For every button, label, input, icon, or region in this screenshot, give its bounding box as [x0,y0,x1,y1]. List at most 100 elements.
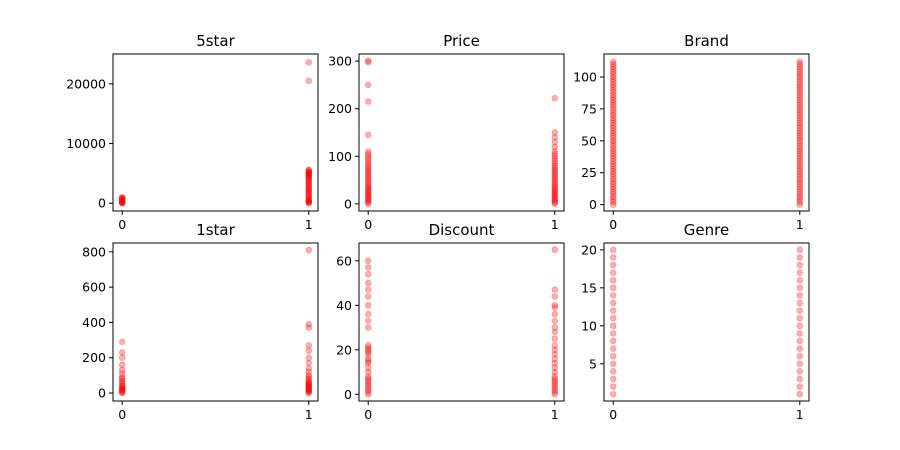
scatter-point [610,322,617,329]
x-tick-label: 1 [305,217,313,232]
subplot-title: Discount [429,221,495,239]
scatter-point [796,360,803,367]
scatter-point [365,157,372,165]
scatter-point [610,175,617,183]
scatter-point [610,160,617,167]
scatter-point [796,390,803,398]
scatter-point [610,170,617,178]
x-tick-label: 1 [796,407,804,422]
scatter-point [796,142,803,150]
scatter-point [796,163,803,170]
y-tick-label: 10000 [66,136,106,151]
subplot-title: Brand [684,32,729,50]
y-tick-label: 25 [581,165,597,180]
scatter-point [796,307,803,314]
scatter-point [119,366,126,374]
scatter-point [796,150,803,157]
scatter-point [610,201,617,208]
scatter-point [119,354,126,361]
scatter-point [119,382,126,390]
scatter-point [365,168,372,175]
scatter-point [365,193,372,200]
scatter-point [305,324,312,331]
scatter-point [551,197,558,205]
scatter-point [610,61,617,68]
scatter-point [610,132,617,139]
scatter-point [305,77,312,85]
scatter-point [305,354,312,361]
y-tick-label: 200 [328,101,352,116]
axes-frame [112,242,319,402]
scatter-point [305,188,312,195]
scatter-point [610,137,617,145]
scatter-point [610,58,617,65]
x-tick-label: 0 [118,217,126,232]
scatter-point [551,388,558,396]
scatter-point [551,375,558,382]
scatter-point [551,194,558,202]
scatter-point [796,160,803,167]
scatter-point [610,114,617,122]
scatter-point [551,355,558,362]
scatter-point [119,385,126,392]
scatter-point [365,388,372,396]
scatter-point [305,171,312,178]
scatter-point [119,195,126,202]
scatter-point [119,194,126,202]
scatter-point [305,191,312,198]
scatter-point [365,293,372,300]
scatter-point [551,190,558,198]
scatter-point [610,198,617,206]
y-tick-label: 20 [581,242,597,257]
scatter-point [551,324,558,331]
scatter-point [796,132,803,139]
scatter-point [796,261,803,269]
y-tick-label: 75 [581,101,597,116]
scatter-point [365,386,372,394]
scatter-point [610,78,617,86]
scatter-point [551,174,558,181]
scatter-point [305,382,312,390]
axes-frame [112,53,319,212]
scatter-point [610,76,617,83]
scatter-point [551,199,558,206]
scatter-point [305,383,312,391]
scatter-point [551,293,558,300]
y-tick-label: 60 [336,253,352,268]
scatter-point [610,158,617,165]
x-tick-label: 0 [118,407,126,422]
scatter-point [796,299,803,307]
scatter-point [610,181,617,188]
scatter-point [610,246,617,254]
scatter-point [365,160,372,167]
scatter-point [610,330,617,337]
scatter-point [796,112,803,119]
scatter-point [796,246,803,254]
scatter-point [365,373,372,380]
scatter-point [119,389,126,397]
scatter-point [119,373,126,381]
scatter-point [551,134,558,141]
scatter-point [610,101,617,109]
scatter-point [305,380,312,387]
scatter-point [365,357,372,365]
scatter-point [305,386,312,393]
scatter-point [305,381,312,389]
subplot-title: Price [443,32,480,50]
scatter-point [796,191,803,198]
scatter-point [365,148,372,155]
scatter-point [796,330,803,337]
scatter-point [305,174,312,182]
scatter-point [551,368,558,376]
scatter-points [119,246,312,397]
scatter-point [119,199,126,207]
scatter-point [365,98,372,105]
scatter-point [796,119,803,127]
x-tick-label: 1 [305,407,313,422]
scatter-point [305,59,312,66]
scatter-point [796,322,803,329]
scatter-point [610,147,617,155]
scatter-point [551,386,558,394]
y-tick-label: 20000 [66,76,106,91]
scatter-point [551,380,558,387]
